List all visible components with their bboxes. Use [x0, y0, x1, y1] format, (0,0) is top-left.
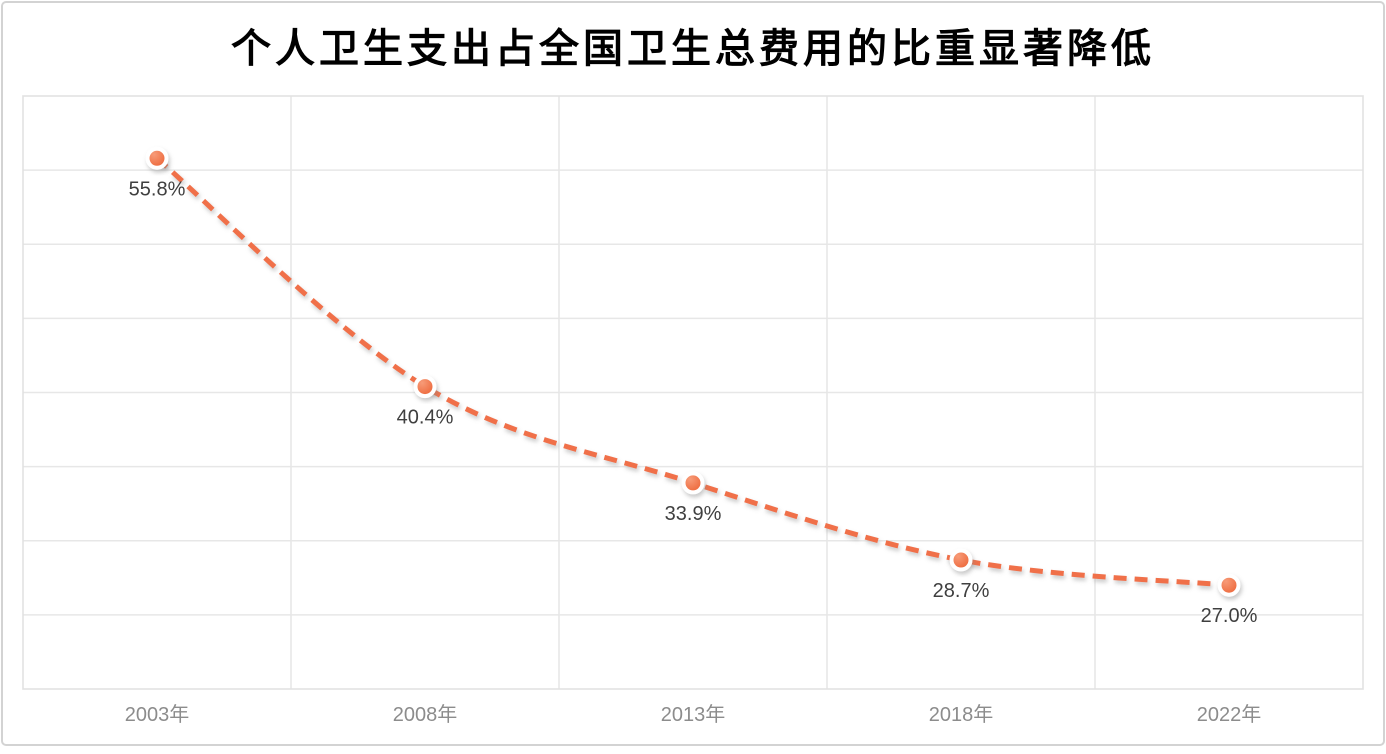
x-axis-tick-label: 2018年	[929, 703, 994, 726]
data-point-marker[interactable]	[949, 548, 973, 572]
data-point-marker[interactable]	[145, 146, 169, 170]
x-axis-tick-label: 2013年	[661, 703, 726, 726]
x-axis-labels: 2003年 2008年 2013年 2018年 2022年	[125, 703, 1262, 726]
data-value-labels: 55.8% 40.4% 33.9% 28.7% 27.0%	[129, 178, 1258, 627]
x-axis-tick-label: 2008年	[393, 703, 458, 726]
gridlines	[22, 95, 1364, 690]
data-value-label: 33.9%	[665, 503, 722, 525]
data-value-label: 28.7%	[933, 580, 990, 602]
x-axis-tick-label: 2022年	[1197, 703, 1262, 726]
plot-border	[22, 95, 1364, 690]
data-value-label: 55.8%	[129, 178, 186, 200]
data-value-label: 40.4%	[397, 407, 454, 429]
data-point-marker[interactable]	[413, 375, 437, 399]
data-point-marker[interactable]	[681, 471, 705, 495]
x-axis-tick-label: 2003年	[125, 703, 190, 726]
chart-title: 个人卫生支出占全国卫生总费用的比重显著降低	[231, 27, 1155, 71]
data-value-label: 27.0%	[1201, 605, 1258, 627]
data-markers[interactable]	[145, 146, 1241, 597]
data-point-marker[interactable]	[1217, 573, 1241, 597]
